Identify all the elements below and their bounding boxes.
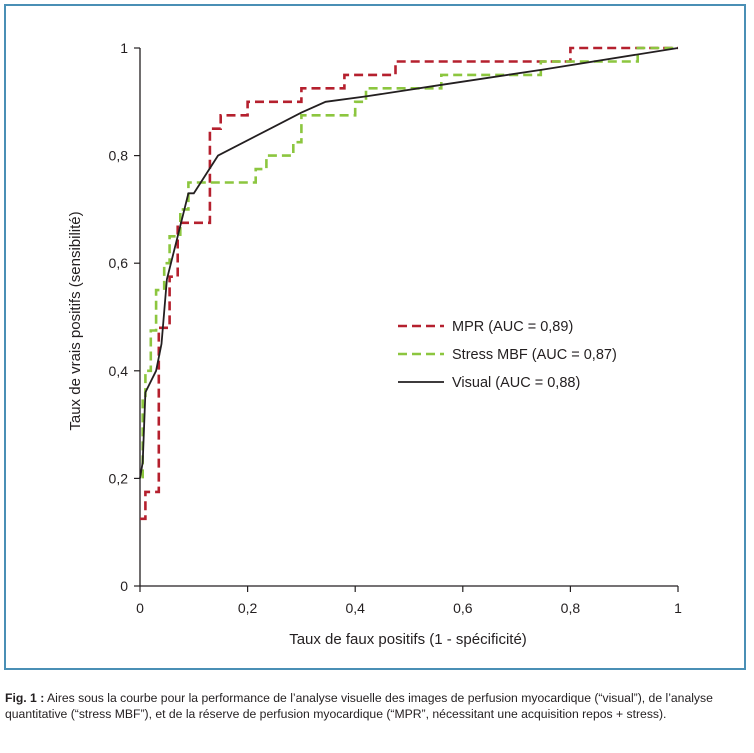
x-tick-label: 0,6 xyxy=(453,600,473,616)
axes: 0 0,2 0,4 0,6 0,8 1 0 0,2 0,4 0,6 0,8 1 xyxy=(109,40,683,616)
series-layer xyxy=(139,46,679,521)
legend: MPR (AUC = 0,89) Stress MBF (AUC = 0,87) V… xyxy=(398,319,617,391)
caption-lead: Fig. 1 : xyxy=(5,691,45,705)
x-tick-label: 0,8 xyxy=(561,600,581,616)
x-axis-label: Taux de faux positifs (1 - spécificité) xyxy=(289,631,527,648)
figure-frame xyxy=(4,4,746,670)
caption-text: Aires sous la courbe pour la performance… xyxy=(5,691,713,721)
x-tick-label: 0,4 xyxy=(345,600,365,616)
x-tick-label: 0 xyxy=(136,600,144,616)
y-tick-label: 1 xyxy=(120,40,128,56)
x-tick-label: 0,2 xyxy=(238,600,258,616)
y-axis-label: Taux de vrais positifs (sensibilité) xyxy=(67,211,84,430)
roc-chart: 0 0,2 0,4 0,6 0,8 1 0 0,2 0,4 0,6 0,8 1 MPR (AUC = … xyxy=(67,40,683,648)
figure-caption: Fig. 1 : Aires sous la courbe pour la pe… xyxy=(5,690,750,722)
legend-label-3: Visual (AUC = 0,88) xyxy=(452,375,580,391)
legend-label-2: Stress MBF (AUC = 0,87) xyxy=(452,347,617,363)
series-line-2 xyxy=(141,46,678,479)
legend-label-1: MPR (AUC = 0,89) xyxy=(452,319,573,335)
y-tick-label: 0,8 xyxy=(109,148,129,164)
y-tick-label: 0,2 xyxy=(109,470,129,486)
y-tick-label: 0 xyxy=(120,578,128,594)
y-tick-label: 0,6 xyxy=(109,255,129,271)
series-line-1 xyxy=(140,46,678,521)
y-tick-label: 0,4 xyxy=(109,363,129,379)
series-line-3 xyxy=(139,47,679,479)
x-tick-label: 1 xyxy=(674,600,682,616)
